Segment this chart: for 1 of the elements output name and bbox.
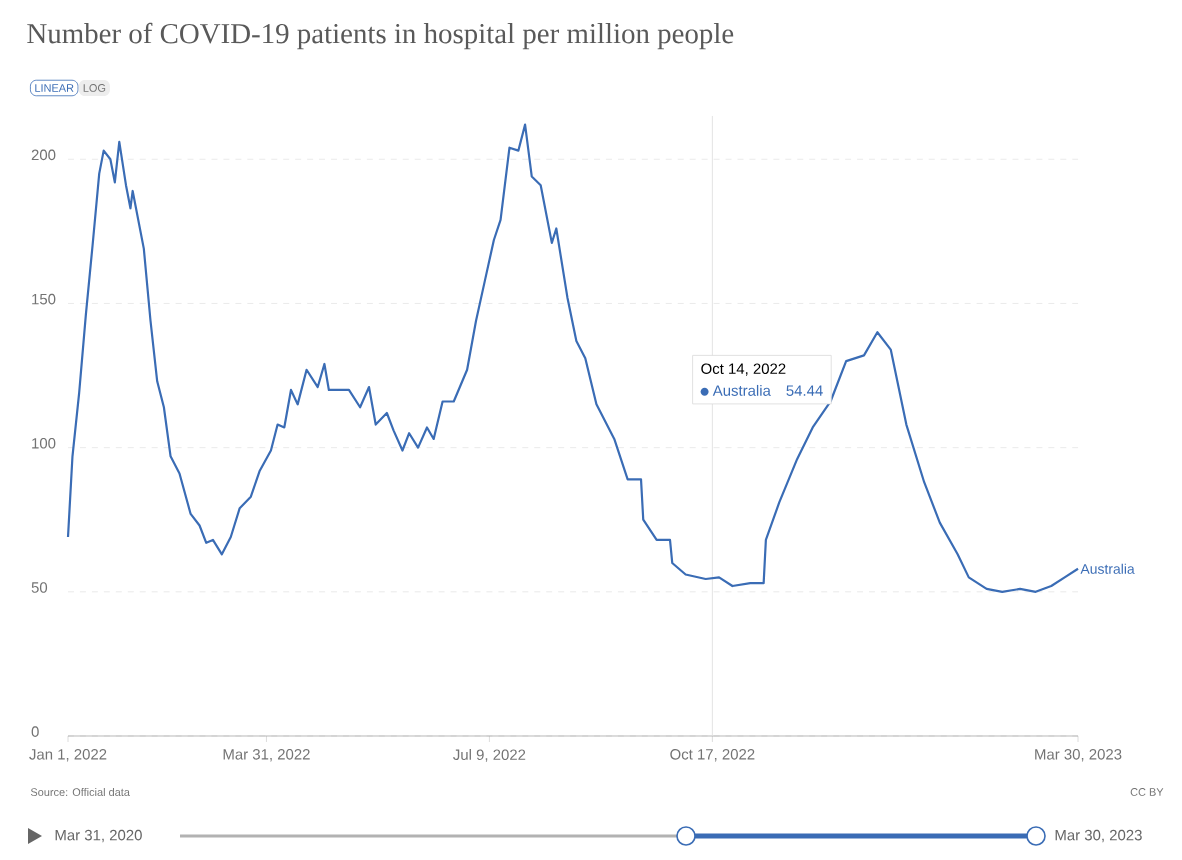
chart-title: Number of COVID-19 patients in hospital per million people (27, 22, 734, 50)
